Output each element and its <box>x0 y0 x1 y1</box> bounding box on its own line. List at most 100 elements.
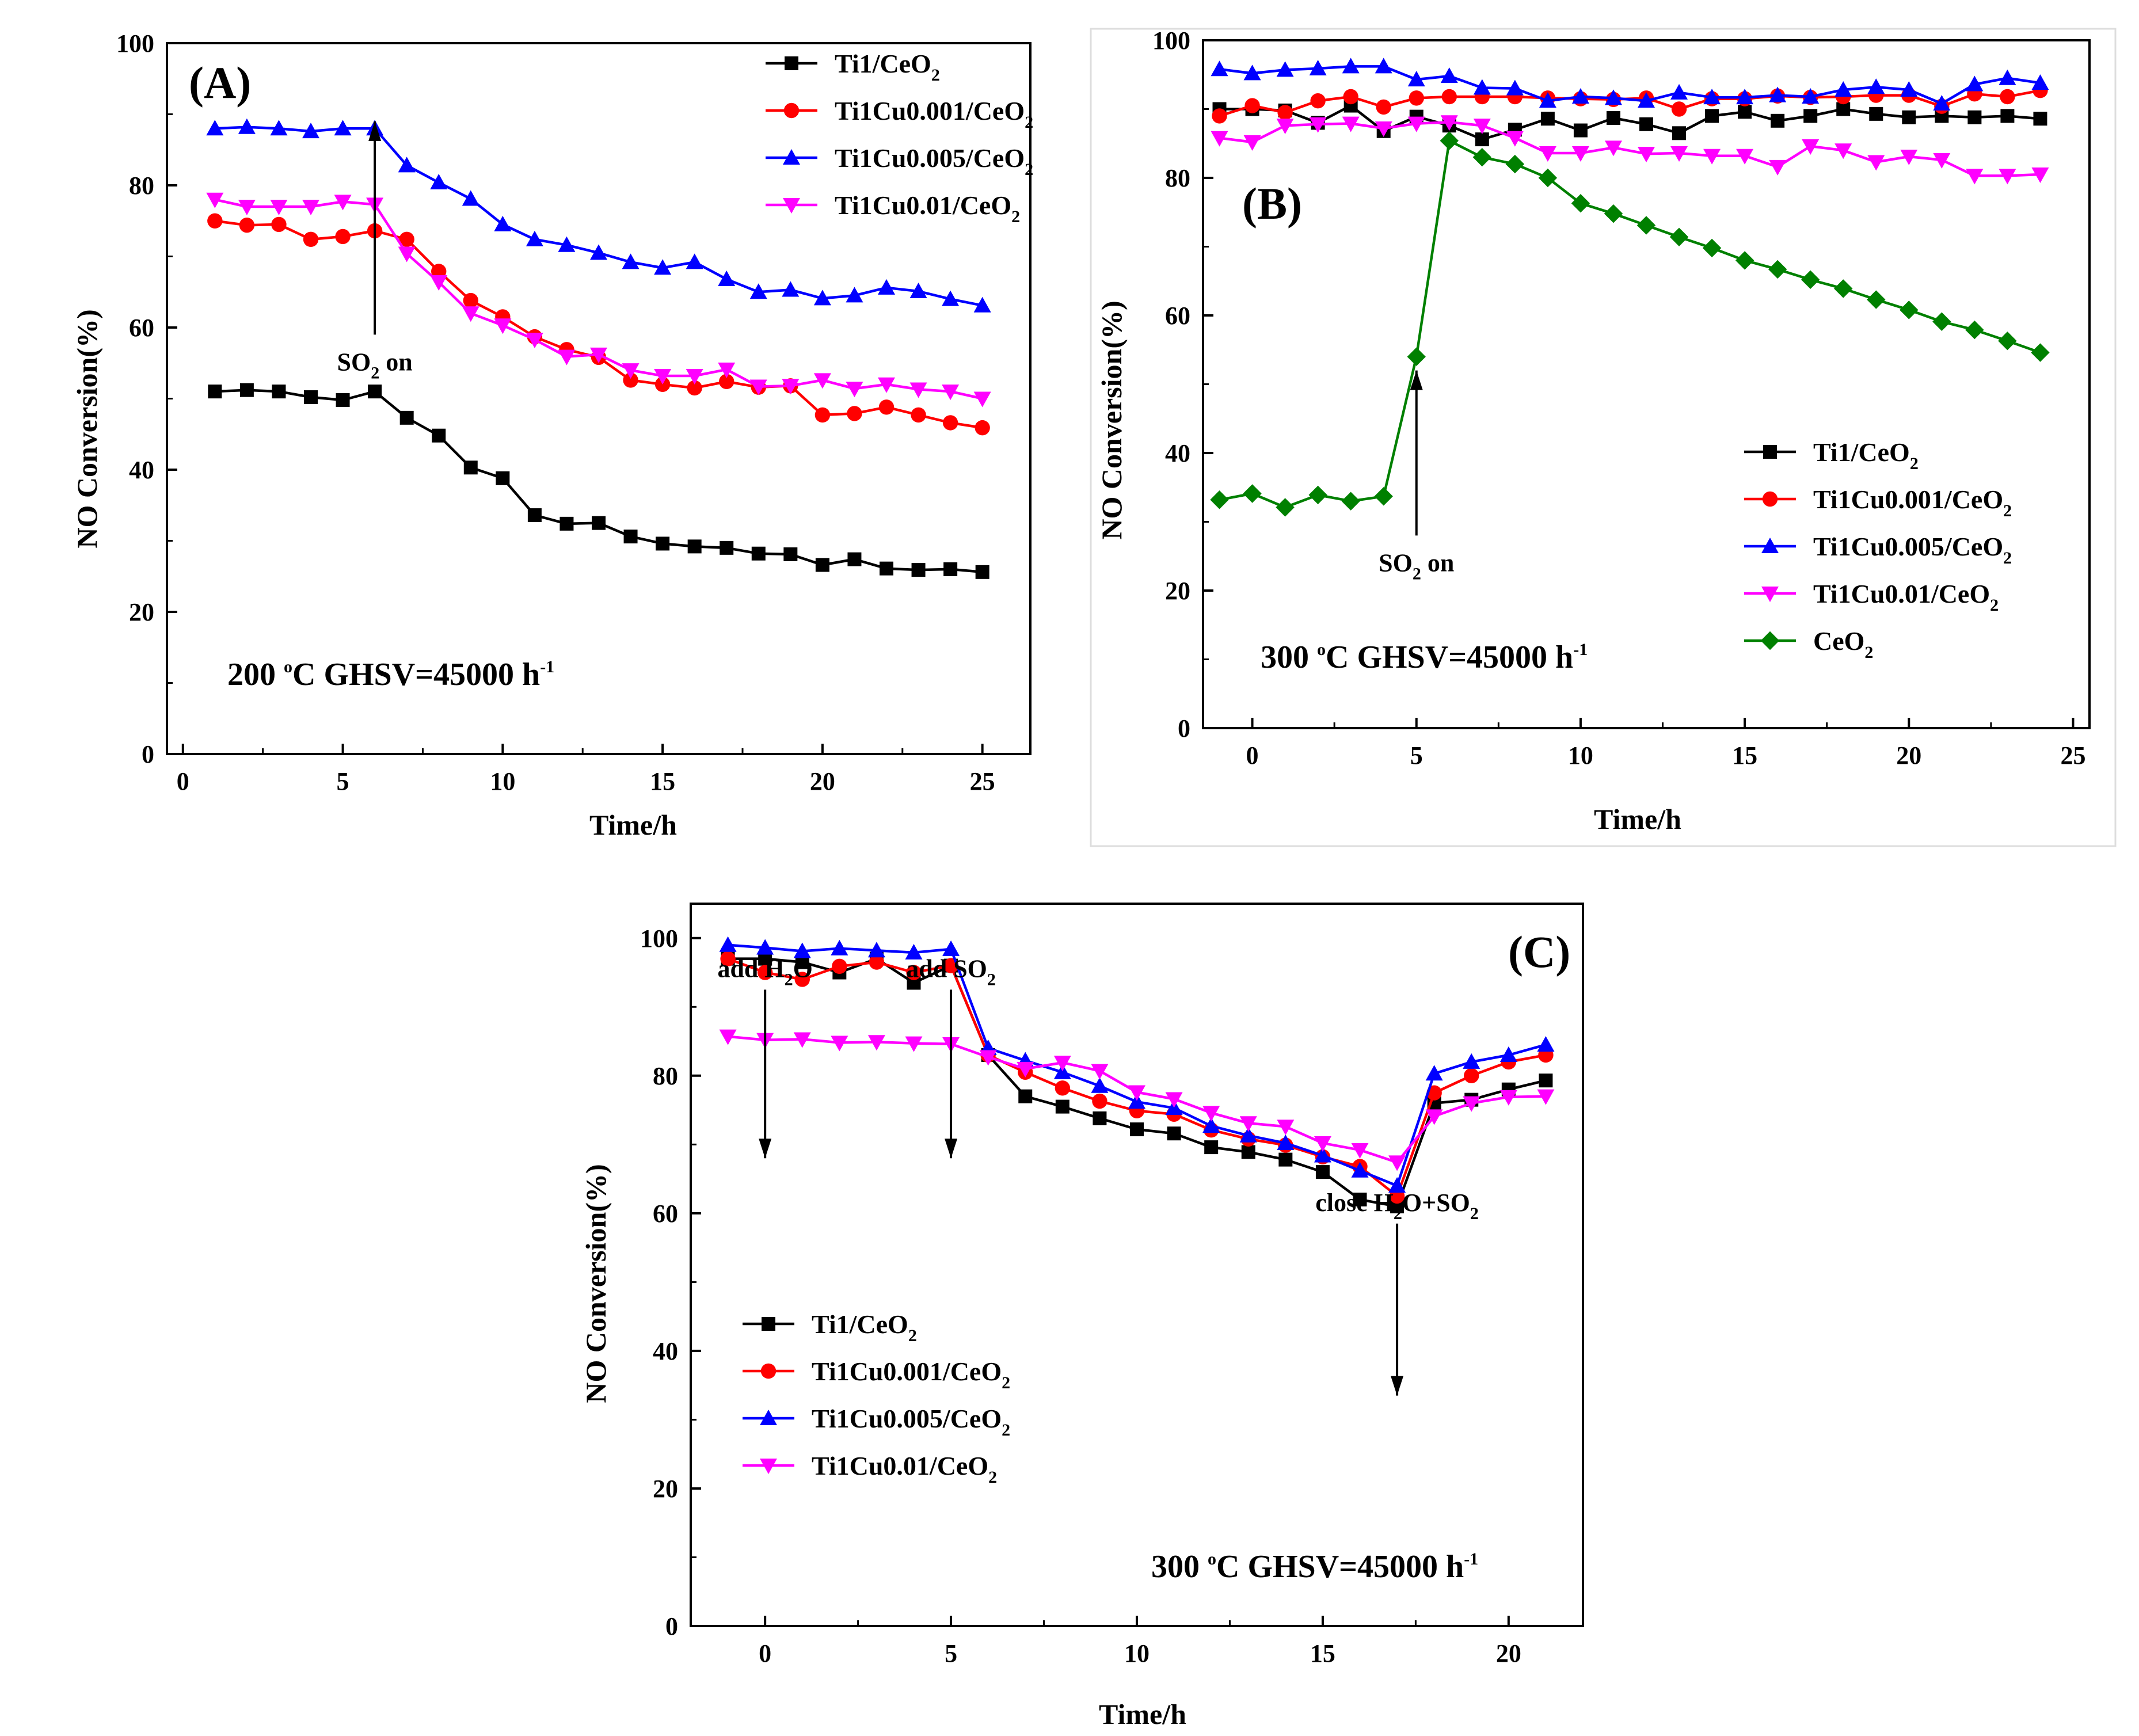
data-point <box>2031 167 2049 184</box>
legend-label: CeO2 <box>1813 626 1873 662</box>
data-point <box>869 954 885 970</box>
data-point <box>1407 71 1425 87</box>
data-point <box>815 558 829 572</box>
data-point <box>654 259 672 275</box>
data-point <box>1736 89 1754 105</box>
data-point <box>2000 89 2015 105</box>
data-point <box>911 407 926 423</box>
data-point <box>1473 119 1491 135</box>
data-point <box>719 374 734 390</box>
x-tick-label: 5 <box>337 767 349 795</box>
data-point <box>1128 1093 1145 1109</box>
data-point <box>1475 132 1489 147</box>
data-point <box>462 306 479 322</box>
legend: Ti1/CeO2 Ti1Cu0.001/CeO2 Ti1Cu0.005/CeO2 Ti… <box>766 49 1033 226</box>
data-point <box>1834 143 1852 159</box>
data-point <box>1407 347 1426 366</box>
data-point <box>720 951 736 966</box>
data-point <box>654 368 672 384</box>
legend: Ti1/CeO2 Ti1Cu0.001/CeO2 Ti1Cu0.005/CeO2 Ti… <box>1744 437 2012 662</box>
legend-marker <box>762 1317 775 1331</box>
legend-marker <box>1762 491 1778 507</box>
data-point <box>687 380 702 396</box>
data-point <box>526 230 543 246</box>
data-point <box>1639 117 1653 131</box>
data-point <box>1243 64 1261 81</box>
data-point <box>462 190 479 206</box>
data-point <box>334 120 352 136</box>
data-point <box>1540 112 1555 126</box>
data-point <box>1374 487 1393 506</box>
data-point <box>1604 140 1622 157</box>
annotation-arrow-head <box>759 1139 772 1159</box>
data-point <box>1017 1061 1034 1078</box>
legend-item: Ti1Cu0.001/CeO2 <box>743 1357 1010 1392</box>
data-point <box>1967 110 1982 124</box>
data-point <box>1538 168 1558 188</box>
data-point <box>846 382 863 398</box>
condition-note-sup: o <box>1317 640 1326 659</box>
panel-a: 0 5 10 15 20 25 0 20 40 60 80 100 SO2 on (A) Time/h… <box>71 29 1033 841</box>
data-point <box>878 279 895 295</box>
data-point <box>1499 1090 1517 1106</box>
panel-b-frame <box>1090 28 2117 847</box>
data-point <box>1472 147 1492 167</box>
data-point <box>272 384 286 399</box>
data-point <box>1425 1065 1443 1081</box>
data-point <box>749 379 767 395</box>
legend-marker <box>1761 538 1779 553</box>
x-tick-label: 20 <box>810 767 835 795</box>
y-tick-label: 0 <box>665 1612 678 1640</box>
x-tick-label: 0 <box>177 767 189 795</box>
data-point <box>756 939 774 955</box>
data-point <box>1672 126 1687 140</box>
x-tick-label: 5 <box>945 1639 957 1668</box>
y-tick-label: 0 <box>1178 714 1190 743</box>
data-point <box>1276 61 1294 77</box>
data-point <box>1473 79 1491 95</box>
axes: 0 5 10 15 20 25 0 20 40 60 80 100 <box>1152 26 2085 770</box>
legend-label: Ti1Cu0.01/CeO2 <box>812 1451 997 1487</box>
y-tick-label: 100 <box>640 924 678 953</box>
legend-marker <box>760 1410 777 1425</box>
data-point <box>2031 74 2049 90</box>
data-point <box>335 229 351 245</box>
condition-note-sup: -1 <box>540 657 554 676</box>
series-group <box>1210 58 2050 517</box>
legend-item: Ti1Cu0.01/CeO2 <box>743 1451 997 1487</box>
data-point <box>1277 105 1293 120</box>
data-point <box>1128 1085 1145 1101</box>
y-tick-label: 100 <box>116 29 154 58</box>
data-point <box>973 391 991 408</box>
data-point <box>1902 110 1916 124</box>
legend-item: CeO2 <box>1744 626 1873 662</box>
data-point <box>1342 116 1360 132</box>
x-tick-label: 10 <box>490 767 515 795</box>
data-point <box>1212 108 1227 124</box>
data-point <box>687 539 702 554</box>
data-point <box>719 936 737 952</box>
legend-label: Ti1Cu0.005/CeO2 <box>835 143 1033 179</box>
data-point <box>494 318 512 334</box>
data-point <box>718 362 736 378</box>
data-point <box>1375 121 1392 137</box>
data-point <box>909 283 927 299</box>
data-point <box>432 428 446 443</box>
x-tick-label: 0 <box>759 1639 771 1668</box>
series <box>208 383 989 579</box>
data-point <box>270 120 288 136</box>
legend-item: Ti1/CeO2 <box>766 49 940 85</box>
data-point <box>623 372 638 388</box>
legend-label: Ti1Cu0.01/CeO2 <box>835 191 1020 226</box>
data-point <box>1243 484 1262 503</box>
data-point <box>1243 135 1261 151</box>
data-point <box>867 942 885 958</box>
data-point <box>334 195 352 211</box>
data-point <box>973 296 991 313</box>
data-point <box>1537 1089 1555 1105</box>
legend: Ti1/CeO2 Ti1Cu0.001/CeO2 Ti1Cu0.005/CeO2 Ti… <box>743 1309 1010 1487</box>
data-point <box>1702 238 1722 258</box>
data-point <box>1636 216 1656 235</box>
data-point <box>1441 89 1457 105</box>
data-point <box>686 253 703 269</box>
